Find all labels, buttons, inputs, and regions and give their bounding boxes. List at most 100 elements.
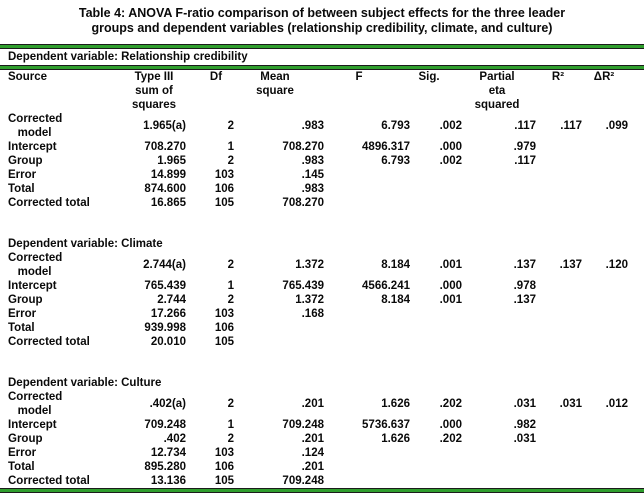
cell-value (542, 321, 588, 335)
cell-value (588, 196, 644, 210)
cell-value: 1.372 (295, 294, 324, 306)
cell-value: .137 (559, 259, 582, 271)
col-header-f: F (355, 71, 363, 83)
cell-value: .202 (439, 398, 462, 410)
cell-source: Total (8, 461, 35, 473)
cell-value: .000 (439, 141, 462, 153)
cell-source: Group (8, 155, 43, 167)
cell-value: 765.439 (144, 280, 186, 292)
cell-value (542, 418, 588, 432)
cell-source: Corrected total (8, 197, 90, 209)
cell-value: 2 (227, 259, 234, 271)
cell-value: 17.266 (150, 308, 186, 320)
cell-value: 709.248 (282, 475, 324, 487)
cell-value (416, 446, 472, 460)
col-header-r-squared: R² (551, 71, 565, 83)
horizontal-rule-header (0, 65, 644, 70)
cell-value (330, 446, 416, 460)
cell-value: 2 (227, 120, 234, 132)
dependent-variable-label: Dependent variable: Relationship credibi… (8, 51, 248, 63)
cell-value: 16.865 (150, 197, 186, 209)
cell-value: 4566.241 (362, 280, 410, 292)
cell-source: Error (8, 447, 37, 459)
cell-value (588, 279, 644, 293)
cell-value: 895.280 (144, 461, 186, 473)
cell-value: 1.626 (381, 433, 410, 445)
table-row: Error 12.734 103 .124 (0, 446, 644, 460)
cell-value: .982 (513, 419, 536, 431)
cell-source: Intercept (8, 280, 57, 292)
cell-value: 8.184 (381, 259, 410, 271)
section-gap (0, 349, 644, 376)
cell-value: .201 (301, 433, 324, 445)
table-title: Table 4: ANOVA F-ratio comparison of bet… (78, 6, 566, 35)
cell-value: 105 (214, 197, 234, 209)
cell-source: Intercept (8, 141, 57, 153)
cell-value: 765.439 (282, 280, 324, 292)
table-row: Total 874.600 106 .983 (0, 182, 644, 196)
cell-value: .002 (439, 120, 462, 132)
cell-value: .202 (439, 433, 462, 445)
dependent-variable-label: Dependent variable: Climate (8, 238, 163, 250)
cell-value: .983 (301, 155, 324, 167)
cell-value: 2 (227, 294, 234, 306)
cell-value (588, 154, 644, 168)
cell-value (240, 321, 330, 335)
cell-value: .145 (301, 169, 324, 181)
table-row: Intercept 709.248 1 709.248 5736.637 .000 .982 (0, 418, 644, 432)
cell-value: 2.744 (157, 294, 186, 306)
cell-value: 20.010 (150, 336, 186, 348)
cell-value (588, 168, 644, 182)
cell-value (472, 460, 542, 474)
cell-value (416, 307, 472, 321)
cell-value: 5736.637 (362, 419, 410, 431)
cell-value: 105 (214, 336, 234, 348)
cell-value: 1.372 (295, 259, 324, 271)
table-header-row: Source Type III sum of squares Df Mean s… (0, 70, 644, 112)
cell-value (472, 168, 542, 182)
cell-value (542, 182, 588, 196)
cell-value (472, 446, 542, 460)
cell-value: .031 (513, 433, 536, 445)
col-header-source: Source (8, 71, 47, 83)
cell-value: .983 (301, 120, 324, 132)
cell-value: 14.899 (150, 169, 186, 181)
cell-value (472, 335, 542, 349)
cell-value (472, 307, 542, 321)
cell-source: Total (8, 183, 35, 195)
table-row: Corrected total 13.136 105 709.248 (0, 474, 644, 488)
cell-value (416, 474, 472, 488)
cell-value: 939.998 (144, 322, 186, 334)
cell-value (542, 140, 588, 154)
cell-value (472, 321, 542, 335)
table-row: Total 939.998 106 (0, 321, 644, 335)
table-row: Error 14.899 103 .145 (0, 168, 644, 182)
cell-value (472, 196, 542, 210)
cell-value (330, 196, 416, 210)
cell-value (588, 307, 644, 321)
cell-value: 105 (214, 475, 234, 487)
cell-source: Corrected model (8, 252, 63, 278)
horizontal-rule-bottom (0, 488, 644, 493)
cell-value: .099 (605, 120, 628, 132)
col-header-type3-sum-of-squares: Type III sum of squares (131, 71, 177, 111)
dependent-variable-label: Dependent variable: Culture (8, 377, 162, 389)
cell-value: 708.270 (282, 197, 324, 209)
cell-value: 2.744(a) (143, 259, 186, 271)
cell-value (330, 307, 416, 321)
cell-value: .402 (163, 433, 186, 445)
cell-value: 4896.317 (362, 141, 410, 153)
cell-value: 6.793 (381, 155, 410, 167)
cell-value: .168 (301, 308, 324, 320)
cell-value (542, 154, 588, 168)
cell-value: 103 (214, 308, 234, 320)
cell-value: 1 (227, 419, 234, 431)
cell-value (542, 293, 588, 307)
cell-value (542, 432, 588, 446)
cell-value: 106 (214, 183, 234, 195)
anova-table: Source Type III sum of squares Df Mean s… (0, 70, 644, 488)
cell-value: .001 (439, 294, 462, 306)
table-row: Group 2.744 2 1.372 8.184 .001 .137 (0, 293, 644, 307)
cell-value: .002 (439, 155, 462, 167)
